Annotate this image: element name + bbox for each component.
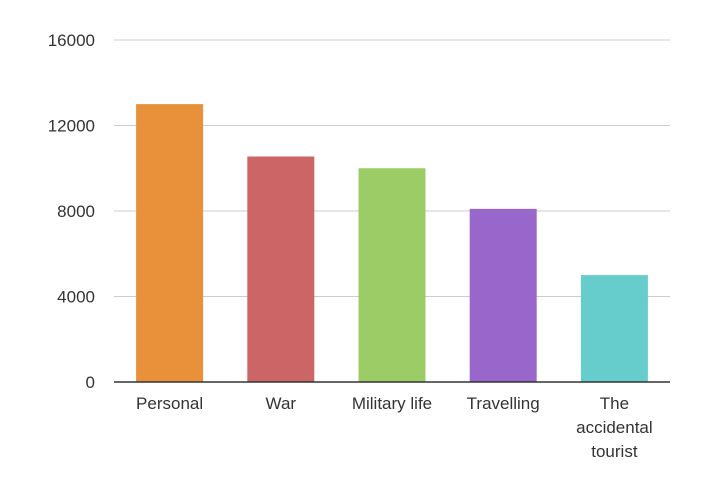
bar-travelling [469,208,537,382]
y-tick-label: 8000 [57,202,95,221]
tick-labels: 0 4000 8000 12000 16000 Personal War Military l… [48,31,653,461]
y-tick-label: 12000 [48,117,95,136]
x-tick-label: War [266,394,297,413]
y-tick-label: 0 [86,373,95,392]
x-tick-label: Travelling [467,394,540,413]
x-tick-label: Military life [352,394,432,413]
x-tick-label: The accidental tourist [576,394,653,461]
bars [136,104,648,382]
y-tick-label: 4000 [57,288,95,307]
x-tick-label: Personal [136,394,203,413]
bar-military-life [358,168,426,382]
bar-war [247,156,315,382]
y-tick-label: 16000 [48,31,95,50]
bar-personal [136,104,204,382]
bar-the-accidental-tourist [580,275,648,382]
